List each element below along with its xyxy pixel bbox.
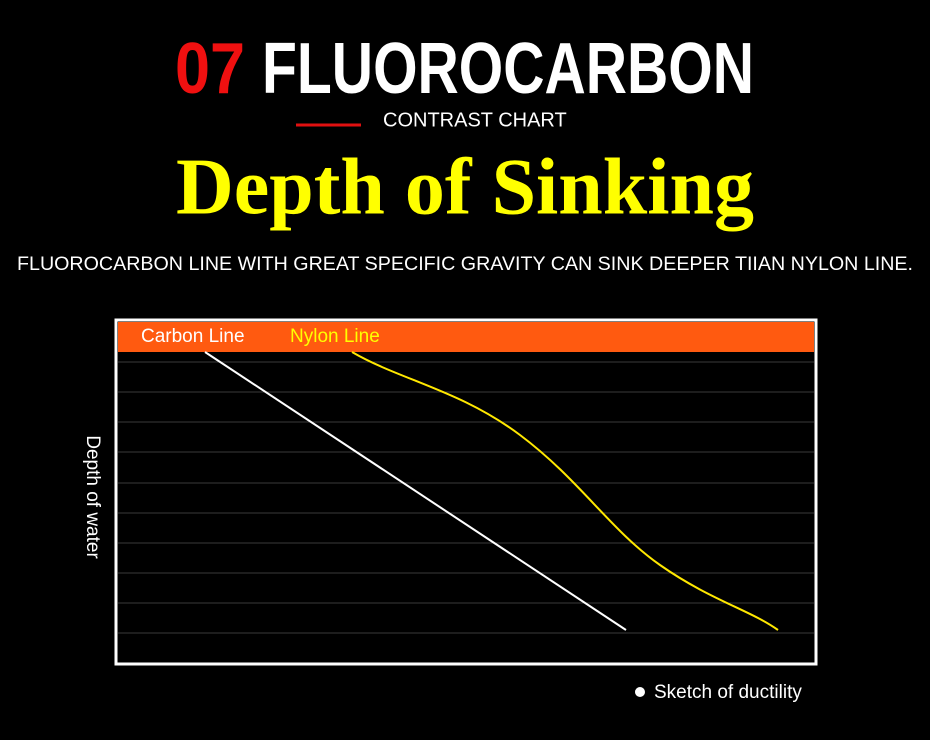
title: FLUOROCARBON bbox=[262, 29, 754, 109]
note-bullet bbox=[635, 687, 645, 697]
nylon-line bbox=[351, 351, 779, 631]
description: FLUOROCARBON LINE WITH GREAT SPECIFIC GR… bbox=[17, 254, 913, 275]
note: Sketch of ductility bbox=[654, 682, 802, 703]
legend-carbon: Carbon Line bbox=[141, 326, 245, 347]
subtitle: CONTRAST CHART bbox=[383, 109, 567, 131]
y-axis-label: Depth of water bbox=[82, 435, 103, 559]
title-number: 07 bbox=[175, 29, 245, 109]
legend-band bbox=[118, 322, 814, 352]
heading: Depth of Sinking bbox=[176, 143, 754, 231]
carbon-line bbox=[204, 351, 627, 631]
chart-frame bbox=[114, 318, 818, 666]
grid bbox=[118, 361, 814, 634]
legend-nylon: Nylon Line bbox=[290, 326, 380, 347]
